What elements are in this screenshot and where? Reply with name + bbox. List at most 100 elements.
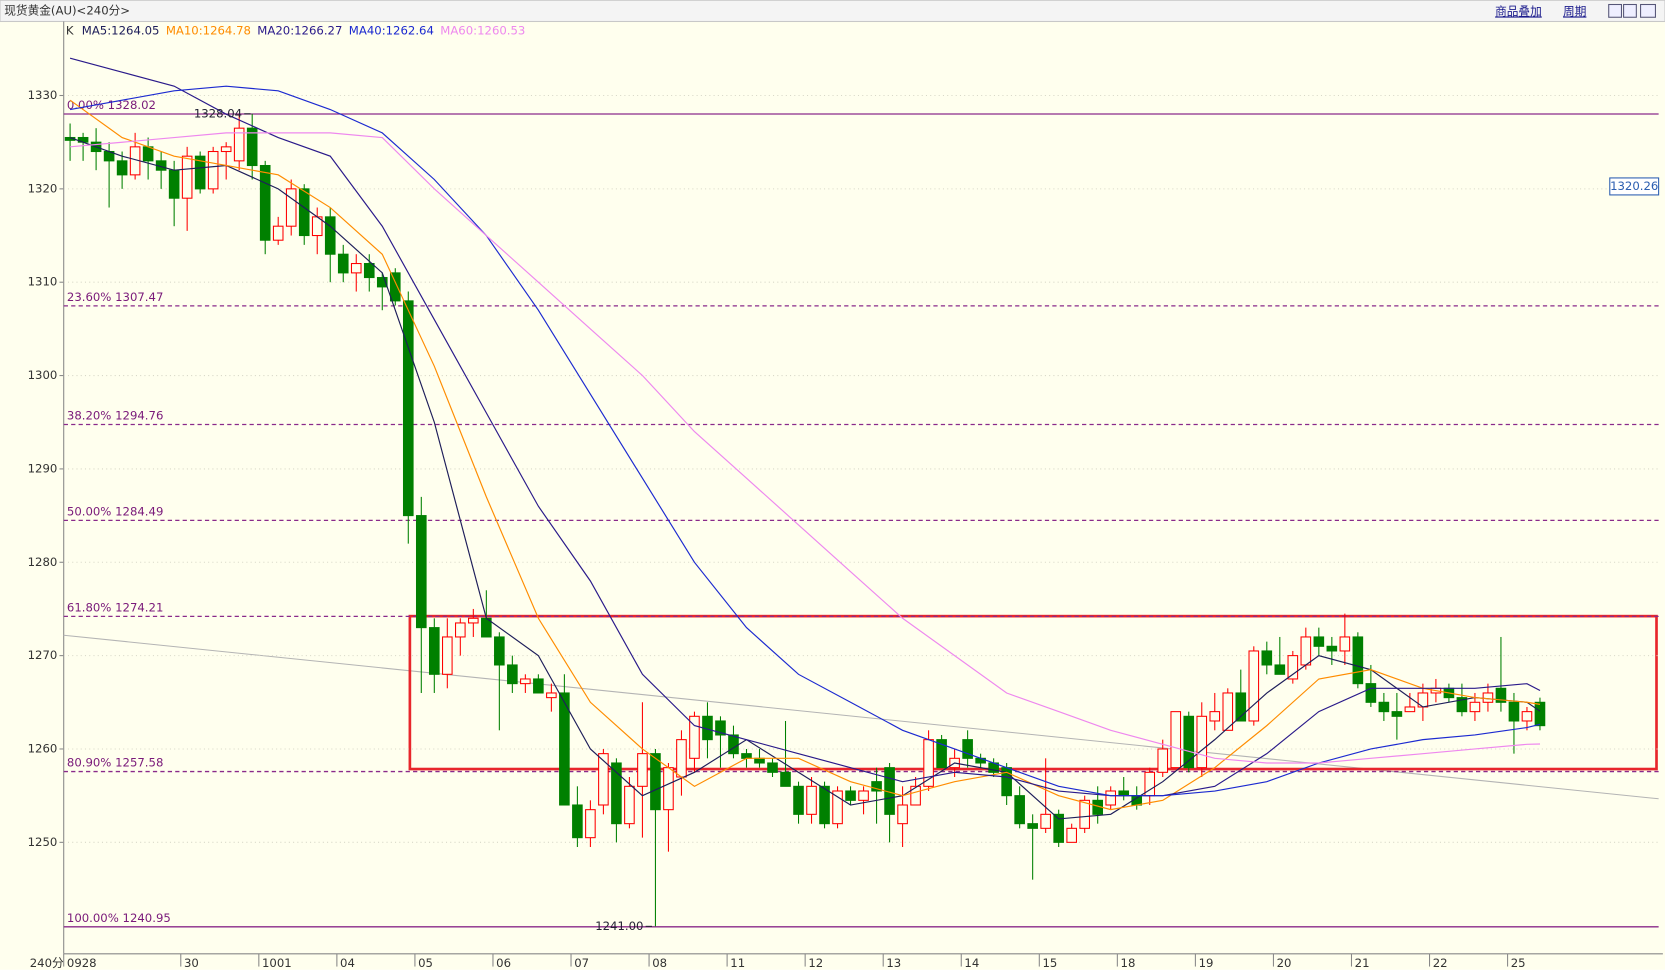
candle-body xyxy=(1469,701,1481,713)
candle-body xyxy=(806,785,817,815)
legend-label: MA20:1266.27 xyxy=(257,24,342,38)
candle-body xyxy=(871,781,882,792)
candle-body xyxy=(598,753,609,806)
candle-body xyxy=(676,739,687,778)
candle-body xyxy=(455,622,466,638)
x-tick-label: 19 xyxy=(1199,956,1214,970)
candle-body xyxy=(663,767,674,811)
overlay-button[interactable]: 商品叠加 xyxy=(1495,4,1542,18)
nav-right-button[interactable] xyxy=(1623,3,1637,18)
candle-body xyxy=(1248,650,1260,722)
x-tick-label: 0928 xyxy=(67,956,97,970)
candle-body xyxy=(1339,636,1351,652)
candle-body xyxy=(285,188,297,227)
candle-body xyxy=(233,127,245,162)
candle-body xyxy=(207,150,219,190)
candle-body xyxy=(1404,706,1416,713)
candle-body xyxy=(507,664,518,685)
candle-body xyxy=(350,263,362,274)
candle-body xyxy=(845,790,856,801)
candle-body xyxy=(442,636,453,675)
candle-body xyxy=(1196,715,1208,769)
level-label: 23.60% 1307.47 xyxy=(67,290,163,304)
candle-body xyxy=(1365,683,1377,703)
header-bar xyxy=(0,0,1665,23)
chart-title: 现货黄金(AU)<240分> xyxy=(4,3,130,17)
candle-body xyxy=(1287,655,1299,680)
x-tick-label: 08 xyxy=(652,956,667,970)
candle-body xyxy=(1534,701,1546,727)
candle-body xyxy=(559,692,570,806)
candle-body xyxy=(1378,701,1390,713)
x-tick-label: 14 xyxy=(964,956,979,970)
candle-body xyxy=(1014,795,1025,825)
candle-body xyxy=(324,216,336,255)
candle-body xyxy=(1521,711,1533,722)
maximize-button[interactable] xyxy=(1640,3,1656,18)
candle-body xyxy=(363,263,375,279)
candle-body xyxy=(728,734,739,755)
candle-body xyxy=(1352,636,1364,685)
legend-label: MA10:1264.78 xyxy=(166,24,251,38)
candle-body xyxy=(793,785,804,815)
candle-body xyxy=(819,785,830,825)
candle-body xyxy=(1183,715,1195,769)
x-tick-label: 13 xyxy=(886,956,901,970)
ma-line xyxy=(70,132,1541,764)
x-tick-label: 25 xyxy=(1511,956,1526,970)
candle-body xyxy=(272,225,284,241)
candle-body xyxy=(494,636,505,666)
candle-body xyxy=(1495,687,1507,703)
ma-line xyxy=(69,57,1541,797)
candle-body xyxy=(389,272,401,302)
y-tick-label: 1300 xyxy=(28,368,58,382)
candle-body xyxy=(415,515,427,629)
candle-body xyxy=(246,127,258,167)
x-tick-label: 12 xyxy=(808,956,823,970)
extreme-label: 1328.04 xyxy=(194,106,242,120)
candle-body xyxy=(220,146,232,153)
legend-label: MA40:1262.64 xyxy=(349,24,434,38)
y-tick-label: 1270 xyxy=(28,648,58,662)
x-tick-label: 30 xyxy=(184,956,199,970)
candle-body xyxy=(715,720,726,736)
candle-body xyxy=(650,753,661,811)
candle-body xyxy=(468,617,479,624)
level-label: 61.80% 1274.21 xyxy=(67,600,163,614)
candle-body xyxy=(116,160,128,176)
x-tick-label: 05 xyxy=(418,956,433,970)
x-tick-label: 20 xyxy=(1277,956,1292,970)
candle-body xyxy=(936,739,947,769)
candle-body xyxy=(546,692,557,699)
legend-prefix: K xyxy=(66,24,74,38)
legend-label: MA5:1264.05 xyxy=(82,24,160,38)
candle-body xyxy=(754,757,765,764)
price-box xyxy=(1609,177,1660,196)
candle-body xyxy=(611,762,622,825)
ma-line xyxy=(69,85,1541,797)
candle-body xyxy=(337,253,349,274)
candle-body xyxy=(858,790,869,801)
nav-left-button[interactable] xyxy=(1608,3,1622,18)
candle-body xyxy=(910,785,921,806)
candle-body xyxy=(897,804,908,825)
level-label: 100.00% 1240.95 xyxy=(67,911,171,925)
candle-body xyxy=(168,169,180,199)
candle-body xyxy=(1170,711,1182,769)
candle-body xyxy=(767,762,778,773)
candle-body xyxy=(637,753,648,787)
candle-body xyxy=(402,300,414,517)
y-tick-label: 1260 xyxy=(28,741,58,755)
candle-body xyxy=(194,155,206,190)
candle-body xyxy=(585,809,596,839)
x-tick-label: 04 xyxy=(340,956,355,970)
candle-body xyxy=(1313,636,1325,647)
candle-body xyxy=(1391,711,1403,717)
period-button[interactable]: 周期 xyxy=(1563,4,1586,18)
candle-body xyxy=(1157,748,1169,773)
y-tick-label: 1320 xyxy=(28,181,58,195)
candle-body xyxy=(1326,645,1338,652)
candle-body xyxy=(1274,664,1286,675)
